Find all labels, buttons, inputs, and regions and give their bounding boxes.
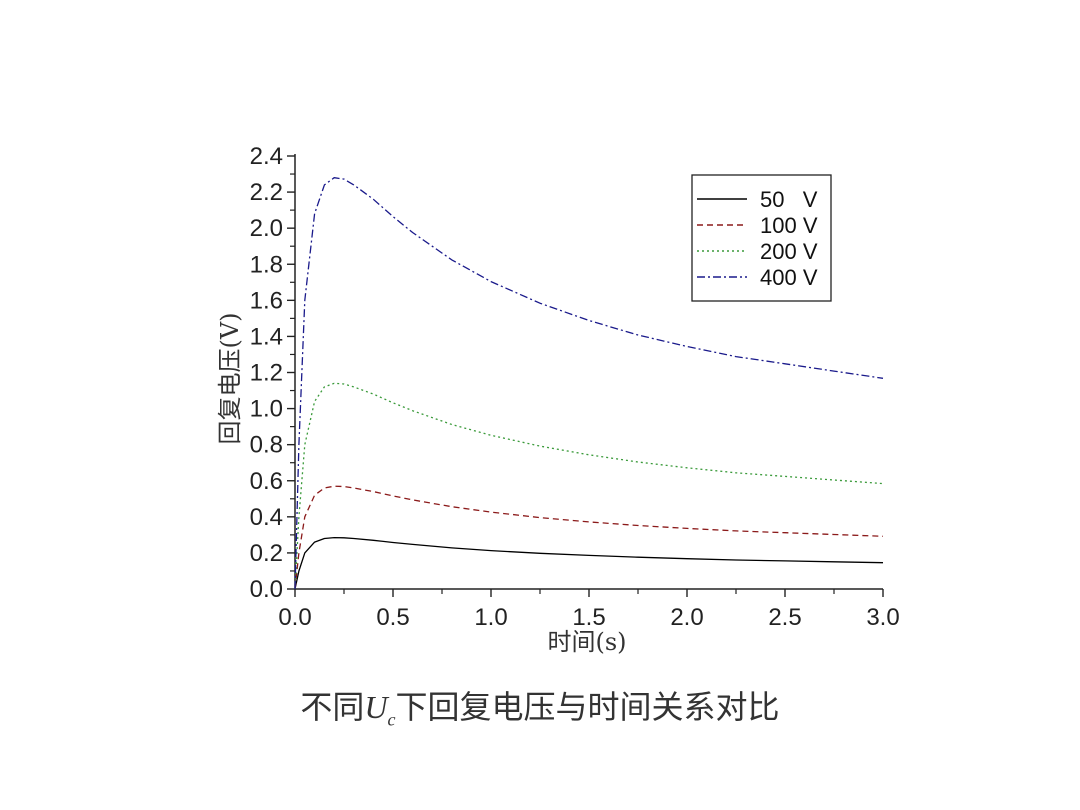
y-tick-label: 0.4 xyxy=(250,504,283,531)
series-line-2 xyxy=(294,485,884,590)
legend-label: 100 V xyxy=(760,213,818,238)
x-axis-label: 时间(s) xyxy=(547,628,626,656)
y-tick-label: 2.2 xyxy=(250,179,283,206)
x-tick-label: 0.0 xyxy=(278,604,311,631)
x-tick-label: 1.5 xyxy=(572,604,605,631)
x-tick-label: 1.0 xyxy=(474,604,507,631)
series-line-3 xyxy=(294,382,884,590)
caption-variable: U xyxy=(364,689,388,725)
y-axis-label: 回复电压(V) xyxy=(216,312,244,444)
y-tick-label: 1.6 xyxy=(250,287,283,314)
y-axis-ticks: 0.0 0.2 0.4 0.6 0.8 1.0 1.2 1.4 1.6 1.8 2.0 2.2 2.4 xyxy=(250,143,295,603)
y-tick-label: 2.4 xyxy=(250,143,283,170)
y-tick-label: 1.4 xyxy=(250,323,283,350)
series-line-1 xyxy=(294,536,884,590)
x-tick-label: 2.0 xyxy=(670,604,703,631)
y-tick-label: 1.0 xyxy=(250,396,283,423)
x-tick-label: 2.5 xyxy=(768,604,801,631)
y-tick-label: 1.2 xyxy=(250,360,283,387)
legend-label: 400 V xyxy=(760,265,818,290)
x-axis-ticks: 0.0 0.5 1.0 1.5 2.0 2.5 3.0 xyxy=(278,589,900,631)
y-tick-label: 0.8 xyxy=(250,432,283,459)
y-tick-label: 0.0 xyxy=(250,576,283,603)
caption-variable-subscript: c xyxy=(387,709,396,730)
series-line-4 xyxy=(294,177,884,590)
legend-label: 50 V xyxy=(760,187,818,212)
y-tick-label: 2.0 xyxy=(250,215,283,242)
y-tick-label: 1.8 xyxy=(250,251,283,278)
y-tick-label: 0.2 xyxy=(250,540,283,567)
legend-label: 200 V xyxy=(760,239,818,264)
x-tick-label: 3.0 xyxy=(866,604,899,631)
figure-caption: 不同Uc下回复电压与时间关系对比 xyxy=(0,682,1080,730)
y-tick-label: 0.6 xyxy=(250,468,283,495)
line-chart: 0.0 0.5 1.0 1.5 2.0 2.5 3.0 0.0 0.2 0.4 0.6 0.8 1.0… xyxy=(216,143,900,656)
caption-prefix: 不同 xyxy=(300,688,365,726)
legend-box xyxy=(691,174,832,302)
x-tick-label: 0.5 xyxy=(376,604,409,631)
series-lines xyxy=(294,177,884,590)
caption-suffix: 下回复电压与时间关系对比 xyxy=(395,688,780,726)
